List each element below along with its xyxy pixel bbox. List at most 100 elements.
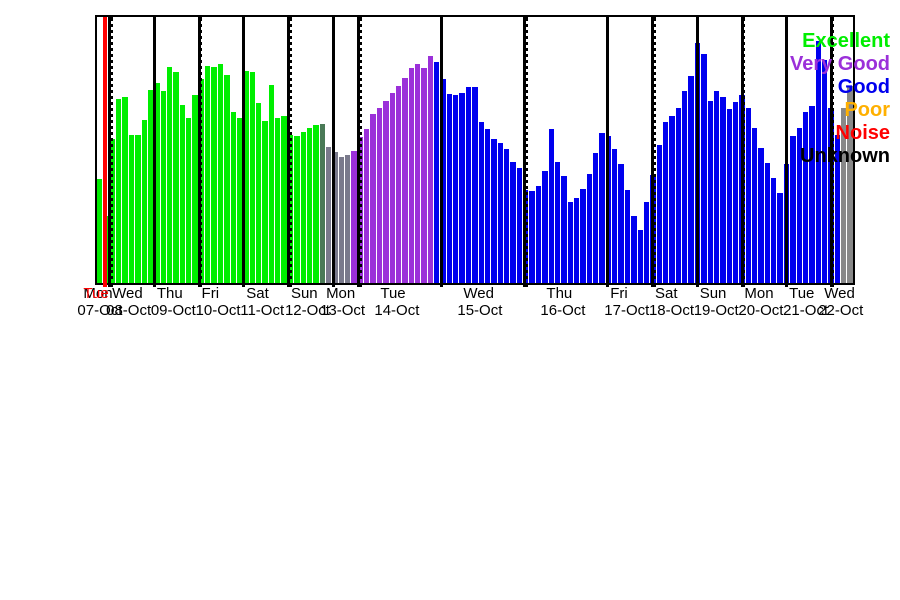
legend: Excellent Very Good Good Poor Noise Unknown [790,30,890,168]
wind-speed-bar [758,148,763,283]
wind-speed-bar [491,139,496,283]
wind-speed-bar [663,122,668,283]
legend-item-noise: Noise [790,122,890,145]
wind-speed-bar [479,122,484,283]
wind-speed-bar [135,135,140,284]
day-dotted-separator [110,17,113,287]
wind-speed-bar [777,193,782,283]
wind-speed-bar [383,101,388,283]
day-dotted-separator [525,17,528,287]
day-label: Thu [157,285,183,302]
wind-speed-bar [345,155,350,283]
wind-speed-bar [275,118,280,283]
wind-speed-bar [396,86,401,283]
wind-speed-bar [625,190,630,283]
day-boundary-line [440,17,443,287]
day-label: Mon [326,285,355,302]
day-label: Sat [246,285,269,302]
date-label: 18-Oct [649,302,694,319]
plot-area [95,15,855,285]
wind-speed-bar [326,147,331,283]
date-label: 10-Oct [196,302,241,319]
wind-speed-bar [370,114,375,283]
date-labels-row: 07-Oct 08-Oct 09-Oct 10-Oct 11-Oct 12-Oct 13-O… [95,302,855,322]
wind-speed-bar [727,109,732,283]
day-label: Mon [744,285,773,302]
date-label: 19-Oct [694,302,739,319]
wind-speed-bar [555,162,560,284]
wind-speed-bar [733,102,738,283]
day-label: Wed [463,285,494,302]
wind-speed-bar [421,68,426,283]
wind-speed-chart: Mon Tue Wed Thu Fri Sat Sun Mon Tue Wed Thu Fri Sat S… [0,0,900,600]
day-label-tue-overlap: Tue [83,285,108,302]
wind-speed-bar [657,145,662,283]
wind-speed-bar [256,103,261,283]
wind-speed-bar [409,68,414,283]
wind-speed-bar [142,120,147,283]
day-boundary-line [242,17,245,287]
day-label: Thu [546,285,572,302]
wind-speed-bar [211,67,216,283]
wind-speed-bar [205,66,210,283]
wind-speed-bar [510,162,515,284]
wind-speed-bar [498,143,503,283]
day-boundary-line [696,17,699,287]
wind-speed-bar [269,85,274,283]
noise-indicator-line [103,17,107,287]
day-label: Sun [291,285,318,302]
day-label: Wed [112,285,143,302]
wind-speed-bar [688,76,693,283]
date-label: 13-Oct [320,302,365,319]
wind-speed-bar [701,54,706,284]
day-label: Fri [202,285,220,302]
wind-speed-bar [434,62,439,283]
wind-speed-bar [638,230,643,283]
wind-speed-bar [313,125,318,283]
day-label: Tue [380,285,405,302]
wind-speed-bar [129,135,134,284]
wind-speed-bar [549,129,554,283]
day-boundary-line [153,17,156,287]
wind-speed-bar [580,189,585,284]
wind-speed-bar [765,163,770,283]
day-boundary-line [606,17,609,287]
wind-speed-bar [320,124,325,283]
date-label: 15-Oct [457,302,502,319]
wind-speed-bar [587,174,592,283]
legend-item-good: Good [790,76,890,99]
wind-speed-bar [536,186,541,283]
wind-speed-bar [472,87,477,283]
wind-speed-bar [402,78,407,283]
wind-speed-bar [453,95,458,283]
wind-speed-bar [180,105,185,283]
wind-speed-bar [466,87,471,283]
wind-speed-bar [631,216,636,284]
wind-speed-bar [504,149,509,283]
wind-speed-bar [542,171,547,283]
day-label: Tue [789,285,814,302]
wind-speed-bar [714,91,719,283]
wind-speed-bar [644,202,649,283]
legend-item-unknown: Unknown [790,145,890,168]
day-label: Wed [824,285,855,302]
wind-speed-bar [173,72,178,283]
day-boundary-line [785,17,788,287]
day-label: Sun [700,285,727,302]
wind-speed-bar [231,112,236,283]
day-label: Fri [610,285,628,302]
wind-speed-bar [593,153,598,283]
wind-speed-bar [294,136,299,283]
wind-speed-bar [161,91,166,283]
date-label: 20-Oct [738,302,783,319]
date-label: 17-Oct [604,302,649,319]
legend-item-excellent: Excellent [790,30,890,53]
date-label: 11-Oct [240,302,284,319]
date-label: 16-Oct [540,302,585,319]
wind-speed-bar [262,121,267,283]
wind-speed-bar [364,129,369,283]
wind-speed-bar [771,178,776,283]
wind-speed-bar [224,75,229,283]
wind-speed-bar [307,128,312,283]
wind-speed-bar [167,67,172,283]
